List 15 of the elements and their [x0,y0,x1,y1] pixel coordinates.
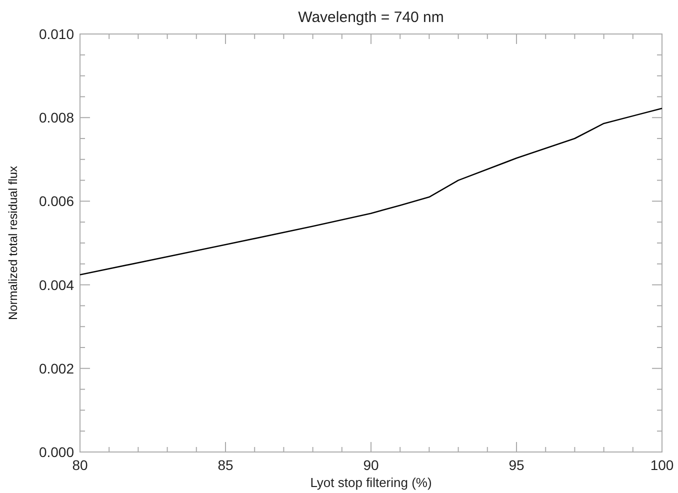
y-tick-label: 0.004 [38,276,74,293]
chart-title: Wavelength = 740 nm [298,9,444,26]
y-axis-title: Normalized total residual flux [6,166,20,320]
x-tick-label: 95 [508,457,524,473]
y-tick-label: 0.002 [38,360,74,376]
y-tick-label: 0.000 [38,444,74,460]
x-tick-label: 80 [72,457,88,473]
y-tick-label: 0.010 [38,26,74,42]
y-tick-label: 0.008 [38,110,74,126]
x-tick-label: 90 [363,457,379,473]
y-tick-label: 0.006 [38,193,74,210]
x-tick-label: 100 [650,457,674,473]
x-tick-label: 85 [218,457,234,473]
line-series [79,108,663,276]
x-axis-title: Lyot stop filtering (%) [310,475,432,490]
